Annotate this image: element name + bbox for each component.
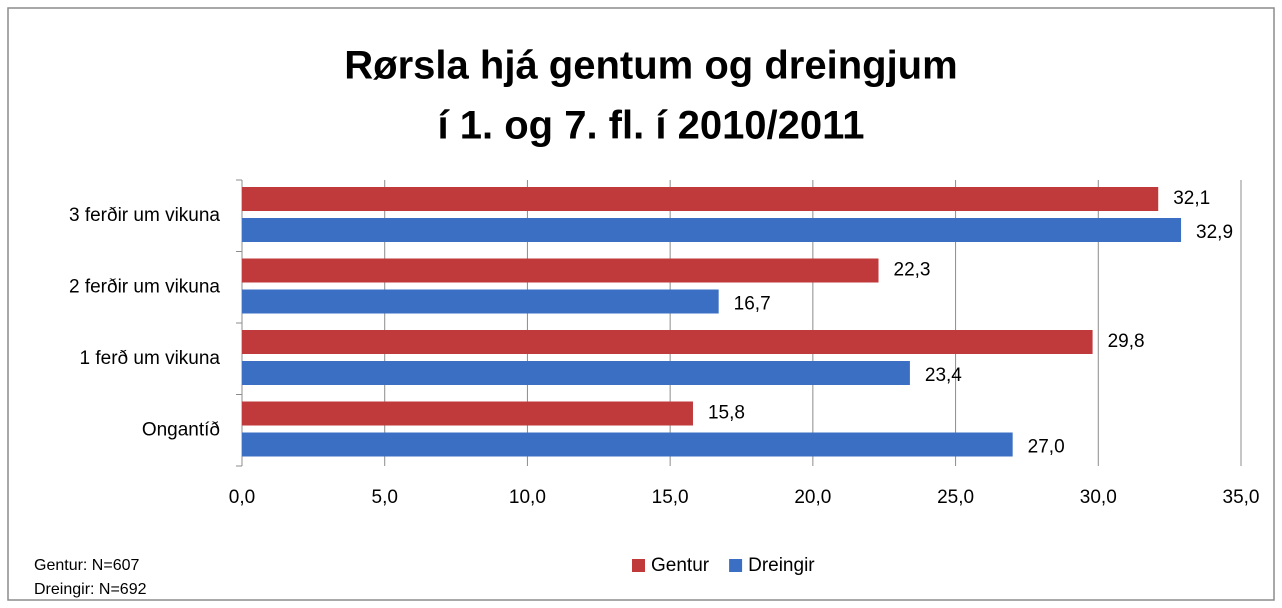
x-tick-label: 25,0 bbox=[937, 487, 974, 508]
x-tick-label: 5,0 bbox=[372, 487, 398, 508]
value-label: 16,7 bbox=[734, 294, 771, 315]
bar bbox=[242, 330, 1093, 354]
annotation: Gentur: N=607 bbox=[34, 557, 140, 574]
x-tick-label: 30,0 bbox=[1080, 487, 1117, 508]
x-tick-label: 0,0 bbox=[229, 487, 255, 508]
bar bbox=[242, 401, 693, 426]
legend-swatch bbox=[729, 559, 743, 572]
value-label: 32,1 bbox=[1173, 188, 1210, 209]
annotation: Dreingir: N=692 bbox=[34, 581, 147, 598]
bar bbox=[242, 258, 879, 283]
value-label: 23,4 bbox=[925, 365, 962, 386]
legend-label: Dreingir bbox=[748, 555, 815, 576]
bar bbox=[242, 218, 1182, 242]
value-label: 32,9 bbox=[1196, 222, 1233, 243]
chart-title: í 1. og 7. fl. í 2010/2011 bbox=[438, 104, 865, 148]
y-tick-label: 3 ferðir um vikuna bbox=[69, 205, 220, 226]
bar bbox=[242, 432, 1013, 457]
y-tick-label: 2 ferðir um vikuna bbox=[69, 276, 220, 297]
chart-title: Rørsla hjá gentum og dreingjum bbox=[344, 44, 957, 88]
value-label: 27,0 bbox=[1028, 437, 1065, 458]
bar bbox=[242, 361, 910, 385]
bar bbox=[242, 187, 1159, 211]
y-tick-label: 1 ferð um vikuna bbox=[80, 348, 221, 369]
legend-label: Gentur bbox=[651, 555, 710, 576]
x-tick-label: 15,0 bbox=[652, 487, 689, 508]
value-label: 29,8 bbox=[1108, 331, 1145, 352]
x-tick-label: 20,0 bbox=[794, 487, 831, 508]
legend-swatch bbox=[632, 559, 645, 572]
y-tick-label: Ongantíð bbox=[142, 419, 220, 440]
value-label: 22,3 bbox=[894, 260, 931, 281]
x-tick-label: 35,0 bbox=[1223, 487, 1260, 508]
value-label: 15,8 bbox=[708, 403, 745, 424]
bar bbox=[242, 289, 719, 314]
x-tick-label: 10,0 bbox=[509, 487, 546, 508]
